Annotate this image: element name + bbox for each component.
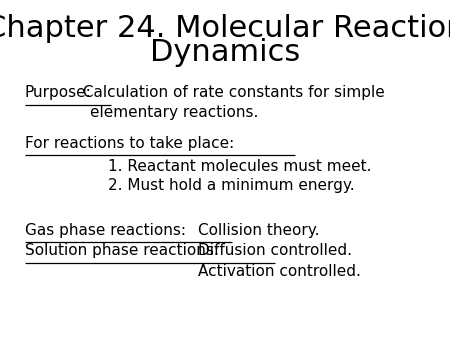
Text: Dynamics: Dynamics [150,38,300,67]
Text: Chapter 24. Molecular Reaction: Chapter 24. Molecular Reaction [0,14,450,43]
Text: Activation controlled.: Activation controlled. [198,264,361,279]
Text: Solution phase reactions:: Solution phase reactions: [25,243,219,258]
Text: For reactions to take place:: For reactions to take place: [25,136,234,151]
Text: Calculation of rate constants for simple: Calculation of rate constants for simple [78,86,385,100]
Text: 2. Must hold a minimum energy.: 2. Must hold a minimum energy. [108,178,355,193]
Text: Collision theory.: Collision theory. [198,223,320,238]
Text: Gas phase reactions:: Gas phase reactions: [25,223,186,238]
Text: Purpose:: Purpose: [25,86,91,100]
Text: elementary reactions.: elementary reactions. [90,105,258,120]
Text: 1. Reactant molecules must meet.: 1. Reactant molecules must meet. [108,159,372,174]
Text: Diffusion controlled.: Diffusion controlled. [198,243,352,258]
